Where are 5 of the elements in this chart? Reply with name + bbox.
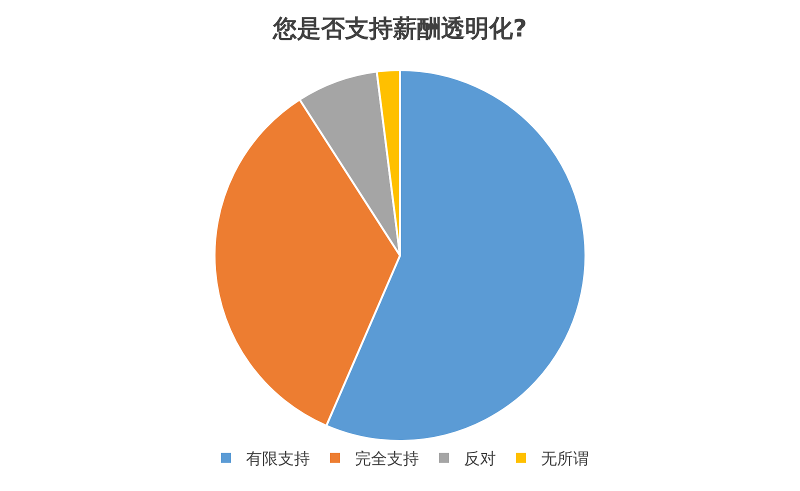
chart-title: 您是否支持薪酬透明化? <box>272 14 527 42</box>
legend-label: 有限支持 <box>246 449 310 468</box>
legend-label: 无所谓 <box>541 449 589 468</box>
legend-label: 完全支持 <box>355 449 419 468</box>
legend-label: 反对 <box>464 449 496 468</box>
